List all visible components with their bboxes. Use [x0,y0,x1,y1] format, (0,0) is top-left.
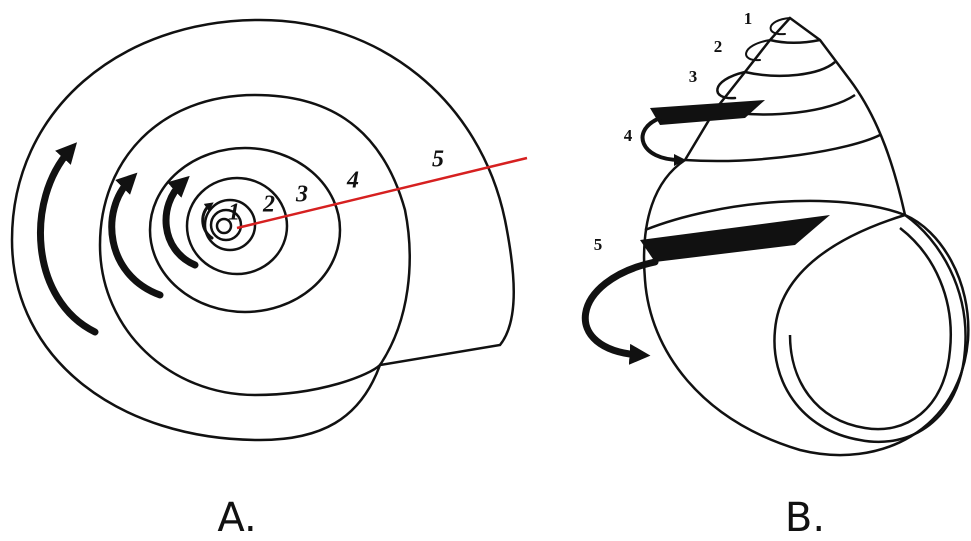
shell-top-view [12,20,527,440]
diagram: 1 2 3 4 5 1 2 3 4 5 A. B. [0,0,971,541]
panel-label: B. [785,495,825,541]
whorl-number: 4 [346,168,359,194]
whorl-number: 1 [744,9,753,28]
whorl-number: 3 [689,67,698,86]
whorl-number: 2 [262,192,275,218]
panel-label: A. [217,495,256,541]
whorl-number: 5 [594,235,603,254]
whorl-number: 1 [228,200,240,226]
whorl-number: 2 [714,37,723,56]
whorl-number: 4 [624,126,633,145]
whorl-number: 3 [295,182,308,208]
whorl-number: 5 [432,147,444,173]
shell-side-view [585,18,968,455]
section-line [237,158,527,228]
